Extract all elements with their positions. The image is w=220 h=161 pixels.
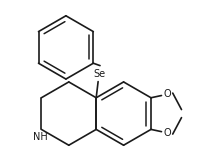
Text: NH: NH: [33, 132, 48, 142]
Text: O: O: [163, 128, 171, 138]
Text: Se: Se: [93, 69, 105, 79]
Text: O: O: [163, 89, 171, 99]
